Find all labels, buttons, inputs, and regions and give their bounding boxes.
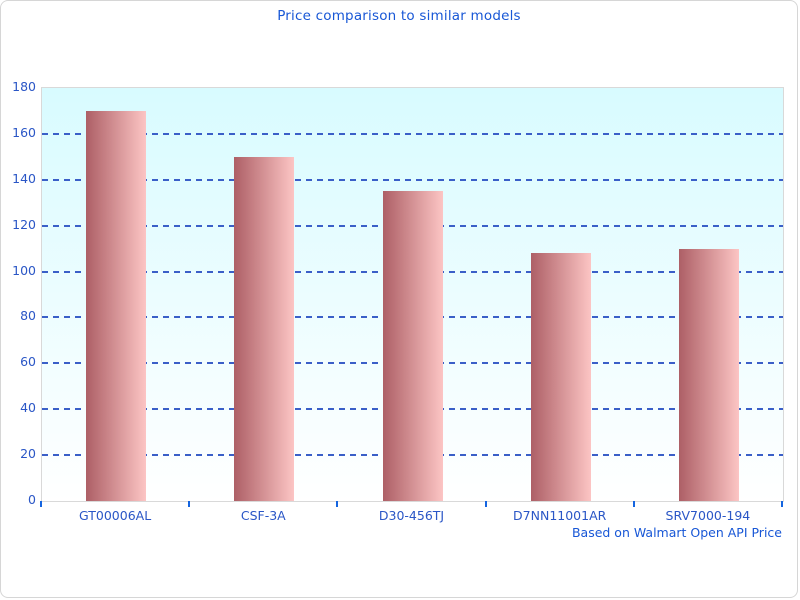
x-axis-labels: GT00006AL CSF-3A D30-456TJ D7NN11001AR SRV70… [41,508,782,524]
x-axis-label: SRV7000-194 [665,508,751,523]
y-axis-label: 40 [20,400,36,416]
x-axis-label: CSF-3A [240,508,286,523]
bar-GT00006AL [86,110,147,501]
bar-D30-456TJ [382,191,443,501]
x-axis-tick [632,501,635,507]
y-axis-label: 100 [12,262,36,278]
y-axis: 0 20 40 60 80 100 120 140 160 180 [1,80,36,507]
x-axis-tick [188,501,191,507]
gridline [42,132,783,135]
plot-area [41,87,784,502]
x-axis-tick [484,501,487,507]
y-axis-label: 140 [12,170,36,186]
y-axis-label: 60 [20,354,36,370]
x-axis-label: D7NN11001AR [513,508,607,523]
chart-title: Price comparison to similar models [277,8,521,24]
bar-SRV7000-194 [678,248,739,501]
x-axis-tick [40,501,42,507]
gridline [42,178,783,181]
y-axis-label: 80 [20,308,36,324]
y-axis-label: 160 [12,124,36,140]
x-axis-label: GT00006AL [79,508,152,523]
x-axis-ticks [40,501,783,508]
x-axis-label: D30-456TJ [378,508,445,523]
x-axis-tick [781,501,783,507]
y-axis-label: 120 [12,216,36,232]
y-axis-label: 20 [20,446,36,462]
x-axis-tick [336,501,339,507]
y-axis-label: 180 [12,79,36,94]
chart-footnote: Based on Walmart Open API Price [571,525,782,540]
y-axis-label: 0 [28,492,36,507]
bar-D7NN11001AR [530,253,591,501]
bar-CSF-3A [234,156,295,501]
